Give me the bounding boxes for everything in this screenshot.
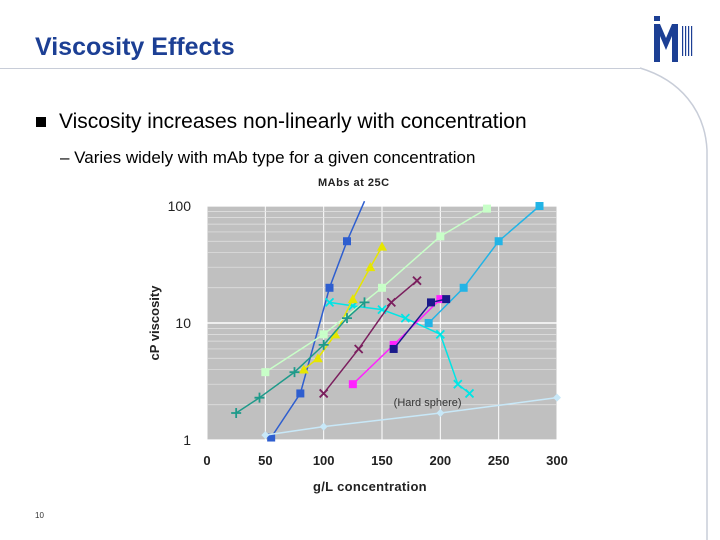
y-tick-label: 10 <box>175 315 191 331</box>
series-7 <box>319 276 422 399</box>
series-9 <box>389 295 451 353</box>
x-tick-label: 200 <box>429 453 451 468</box>
series-5 <box>231 297 370 419</box>
data-point <box>435 329 445 339</box>
data-point <box>378 283 386 292</box>
data-point <box>464 388 475 399</box>
data-point <box>296 389 305 398</box>
series-8 <box>348 295 445 389</box>
hard-sphere-annotation: (Hard sphere) <box>394 397 462 409</box>
x-axis-label: g/L concentration <box>313 479 427 494</box>
data-point <box>231 408 242 419</box>
x-tick-label: 250 <box>488 453 510 468</box>
data-point <box>424 319 433 327</box>
data-point <box>343 237 351 246</box>
y-axis-label: cP viscosity <box>147 285 162 361</box>
data-point <box>261 431 270 440</box>
data-point <box>319 422 328 431</box>
series-line <box>428 205 540 324</box>
data-point <box>312 353 323 363</box>
series-layer <box>231 200 561 442</box>
data-point <box>427 298 435 307</box>
grid-lines <box>206 205 558 441</box>
data-point <box>442 295 451 304</box>
series-2 <box>324 297 475 399</box>
data-point <box>347 294 358 304</box>
series-10 <box>261 393 561 440</box>
data-point <box>254 392 265 403</box>
series-line <box>265 396 558 436</box>
data-point <box>261 368 270 377</box>
series-3 <box>298 241 387 374</box>
chart-title: MAbs at 25C <box>318 177 390 189</box>
data-point <box>412 276 422 286</box>
series-1 <box>267 200 366 442</box>
y-tick-label: 100 <box>168 198 192 214</box>
bullet-point: Viscosity increases non-linearly with co… <box>36 110 527 134</box>
data-point <box>459 283 468 292</box>
data-point <box>319 388 329 399</box>
series-line <box>235 301 366 414</box>
data-point <box>436 409 445 418</box>
series-6 <box>424 202 544 327</box>
data-point <box>319 330 328 339</box>
x-tick-label: 0 <box>203 453 210 468</box>
data-point <box>348 380 357 389</box>
data-point <box>289 367 300 378</box>
company-logo-icon <box>654 16 693 62</box>
y-tick-label: 1 <box>183 432 191 448</box>
data-point <box>389 340 398 349</box>
x-tick-label: 150 <box>371 453 393 468</box>
data-point <box>436 232 445 241</box>
series-4 <box>261 204 491 377</box>
data-point <box>535 202 544 210</box>
x-tick-label: 300 <box>546 453 568 468</box>
data-point <box>377 241 387 251</box>
data-point <box>483 204 491 213</box>
data-point <box>318 339 329 350</box>
data-point <box>324 297 335 308</box>
data-point <box>436 295 445 304</box>
data-point <box>267 433 276 442</box>
data-point <box>325 283 334 292</box>
sub-bullet-text: – Varies widely with mAb type for a give… <box>60 148 476 167</box>
slide-title: Viscosity Effects <box>35 33 235 61</box>
bullet-text: Viscosity increases non-linearly with co… <box>59 110 527 133</box>
data-point <box>553 393 561 402</box>
title-divider <box>0 68 640 69</box>
x-tick-label: 100 <box>313 453 335 468</box>
data-point <box>494 237 503 246</box>
data-point <box>298 364 309 374</box>
data-point <box>359 297 370 308</box>
data-point <box>330 329 341 339</box>
data-point <box>365 262 376 272</box>
data-point <box>354 344 364 354</box>
data-point <box>342 313 352 324</box>
page-number: 10 <box>35 511 44 520</box>
x-tick-label: 50 <box>258 453 272 468</box>
bullet-square-icon <box>36 117 46 127</box>
series-line <box>323 280 418 394</box>
data-point <box>453 379 463 389</box>
tick-labels: 0 50 100 150 200 250 300 1 10 100 <box>168 198 568 468</box>
data-point <box>386 297 396 308</box>
viscosity-chart: 0 50 100 150 200 250 300 1 10 100 cP viscosity (H… <box>147 198 568 468</box>
data-point <box>389 344 398 353</box>
data-point <box>400 313 410 323</box>
